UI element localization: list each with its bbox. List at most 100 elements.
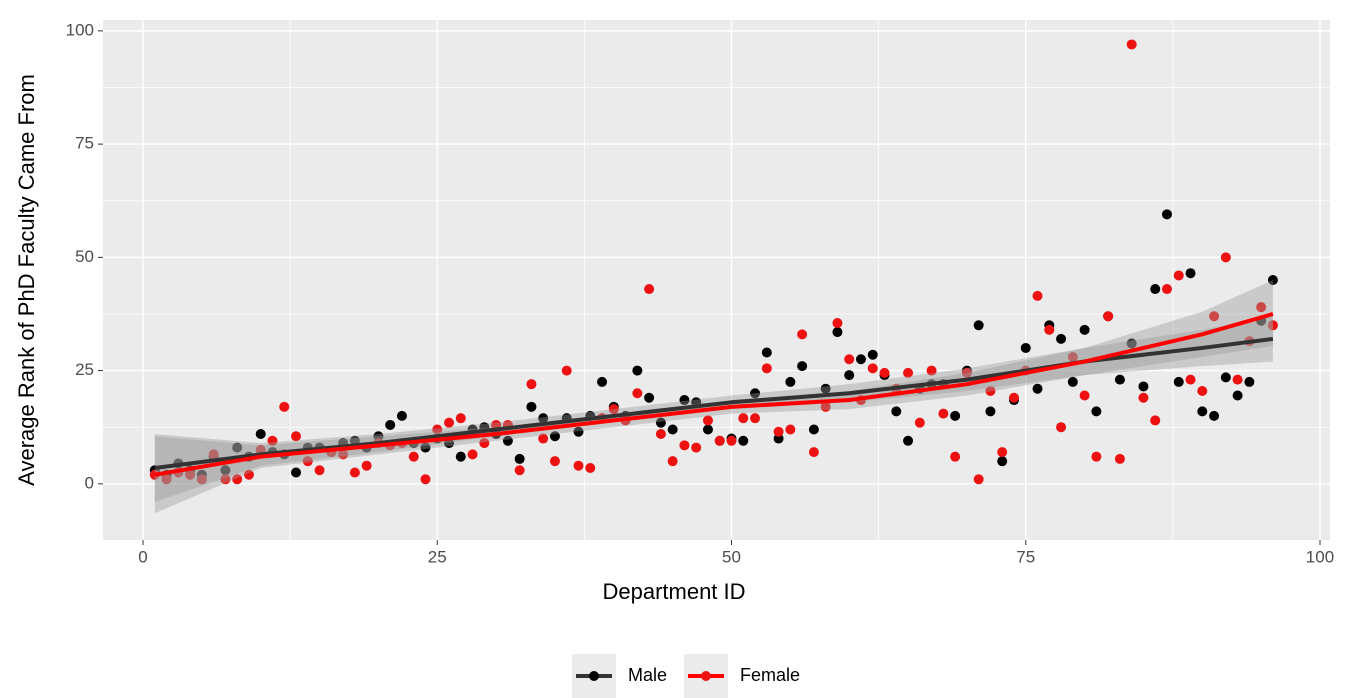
point xyxy=(1232,390,1243,401)
point xyxy=(997,447,1008,458)
point xyxy=(1150,415,1161,426)
point xyxy=(1232,374,1243,385)
point xyxy=(985,385,996,396)
point xyxy=(1197,385,1208,396)
point xyxy=(549,456,560,467)
point xyxy=(1185,374,1196,385)
point xyxy=(420,442,431,453)
point xyxy=(538,413,549,424)
point xyxy=(667,456,678,467)
point xyxy=(1173,270,1184,281)
point xyxy=(185,469,196,480)
point xyxy=(1138,392,1149,403)
point xyxy=(385,419,396,430)
point xyxy=(691,442,702,453)
point xyxy=(750,388,761,399)
point xyxy=(879,367,890,378)
point xyxy=(243,469,254,480)
point xyxy=(667,424,678,435)
point xyxy=(1056,422,1067,433)
trend-line xyxy=(154,312,1274,477)
point xyxy=(1020,342,1031,353)
point xyxy=(632,365,643,376)
point xyxy=(997,456,1008,467)
point xyxy=(255,429,266,440)
point xyxy=(867,363,878,374)
point xyxy=(220,474,231,485)
point xyxy=(1256,302,1267,313)
point xyxy=(526,401,537,412)
point xyxy=(903,435,914,446)
point xyxy=(232,474,243,485)
point xyxy=(573,426,584,437)
point xyxy=(1138,381,1149,392)
point xyxy=(1067,376,1078,387)
point xyxy=(844,354,855,365)
point xyxy=(279,401,290,412)
point xyxy=(808,447,819,458)
point xyxy=(549,431,560,442)
trend-line xyxy=(154,336,1274,470)
point xyxy=(655,417,666,428)
point xyxy=(291,467,302,478)
point xyxy=(1150,284,1161,295)
point xyxy=(973,474,984,485)
point xyxy=(903,367,914,378)
point xyxy=(526,379,537,390)
point xyxy=(785,376,796,387)
point xyxy=(1220,372,1231,383)
point xyxy=(1032,383,1043,394)
point xyxy=(208,449,219,460)
point xyxy=(573,460,584,471)
x-tick-label: 25 xyxy=(428,547,447,566)
point xyxy=(1114,453,1125,464)
point xyxy=(644,392,655,403)
point xyxy=(738,413,749,424)
point xyxy=(514,465,525,476)
point xyxy=(808,424,819,435)
point xyxy=(314,465,325,476)
legend-dot xyxy=(589,671,599,681)
point xyxy=(1220,252,1231,263)
x-tick-label: 0 xyxy=(138,547,147,566)
point xyxy=(396,410,407,421)
point xyxy=(420,474,431,485)
point xyxy=(1185,268,1196,279)
point xyxy=(608,404,619,415)
point xyxy=(514,453,525,464)
legend-item: Female xyxy=(684,654,800,698)
point xyxy=(1197,406,1208,417)
point xyxy=(1032,290,1043,301)
point xyxy=(702,415,713,426)
point xyxy=(232,442,243,453)
point xyxy=(1103,311,1114,322)
point xyxy=(820,383,831,394)
point xyxy=(679,440,690,451)
y-tick-label: 100 xyxy=(66,20,94,39)
point xyxy=(267,435,278,446)
point xyxy=(679,395,690,406)
point xyxy=(632,388,643,399)
point xyxy=(832,327,843,338)
point xyxy=(973,320,984,331)
point xyxy=(1209,311,1220,322)
point xyxy=(1056,333,1067,344)
point xyxy=(726,435,737,446)
point xyxy=(773,426,784,437)
point xyxy=(702,424,713,435)
x-tick-label: 100 xyxy=(1306,547,1334,566)
point xyxy=(455,413,466,424)
y-tick-label: 75 xyxy=(75,134,94,153)
point xyxy=(444,417,455,428)
point xyxy=(291,431,302,442)
point xyxy=(479,438,490,449)
point xyxy=(196,474,207,485)
point xyxy=(561,365,572,376)
point xyxy=(302,456,313,467)
point xyxy=(455,451,466,462)
point xyxy=(950,410,961,421)
point xyxy=(1126,338,1137,349)
point xyxy=(432,424,443,435)
point xyxy=(597,376,608,387)
point xyxy=(750,413,761,424)
